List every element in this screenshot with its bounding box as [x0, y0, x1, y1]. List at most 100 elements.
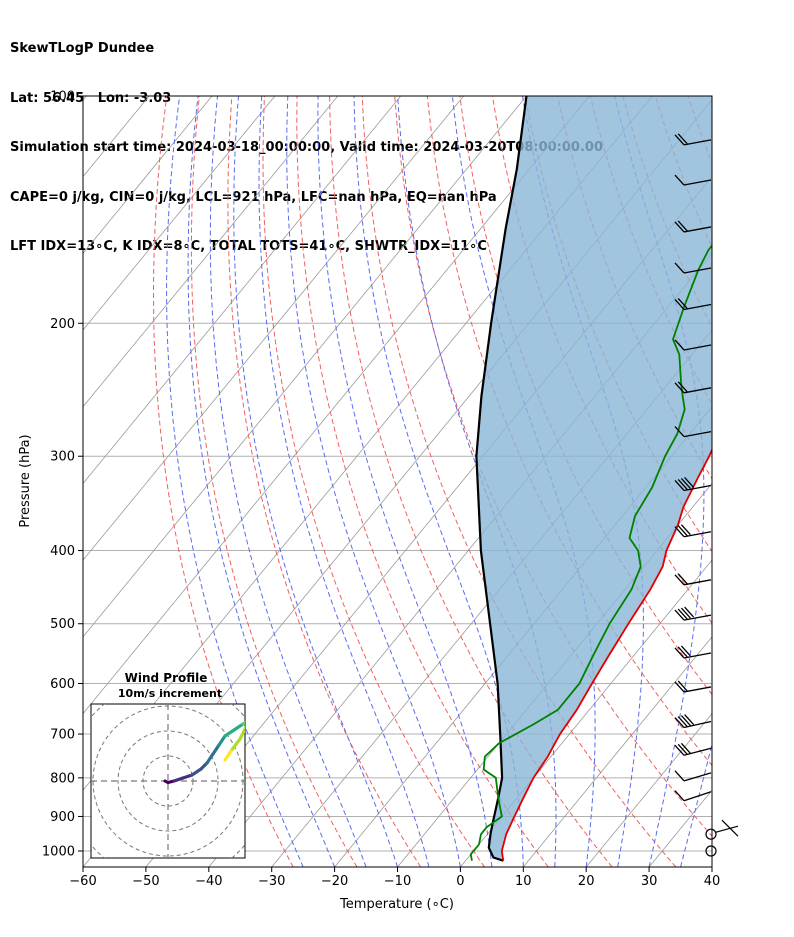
- wind-barb: [674, 262, 712, 274]
- wind-barb-flag: [684, 477, 695, 488]
- wind-barb: [674, 220, 712, 233]
- isotherm-gridline: [585, 712, 712, 867]
- hodograph-trace-segment: [223, 728, 236, 738]
- x-tick-label: 40: [704, 874, 721, 889]
- wind-barb-flag: [674, 480, 685, 491]
- hodograph-title: Wind Profile: [125, 671, 208, 685]
- wind-barb-flag: [674, 647, 685, 659]
- y-tick-label: 800: [50, 771, 75, 786]
- moist-adiabat: [187, 96, 336, 867]
- axes: −60 −50 −40 −30 −20 −10 0 10 20 30 40 1000 900 800 700…: [42, 90, 720, 890]
- wind-barb-flag: [674, 681, 685, 693]
- hodograph-trace-segment: [238, 725, 245, 741]
- dry-adiabat: [753, 96, 794, 867]
- dry-adiabat: [190, 96, 358, 867]
- x-axis-label: Temperature (∘C): [339, 897, 454, 912]
- isotherm-gridline: [775, 96, 794, 867]
- wind-barb: [674, 477, 712, 492]
- wind-barb-flag: [677, 716, 688, 727]
- dry-adiabat: [227, 96, 422, 867]
- wind-barb-flag: [674, 299, 685, 310]
- isotherm-gridline: [522, 636, 712, 867]
- wind-barb-shaft: [683, 179, 712, 186]
- wind-barb: [674, 606, 712, 621]
- moist-adiabat: [397, 96, 557, 867]
- hodograph-trace-segment: [205, 752, 215, 765]
- title-indices-2: LFT IDX=13∘C, K IDX=8∘C, TOTAL TOTS=41∘C…: [10, 239, 487, 254]
- wind-barb-shaft: [683, 430, 712, 438]
- y-tick-label: 200: [50, 317, 75, 332]
- y-axis-label: Pressure (hPa): [18, 434, 33, 527]
- title-location: Lat: 56.45 Lon: -3.03: [10, 90, 172, 106]
- dry-adiabat: [262, 96, 485, 867]
- y-tick-label: 900: [50, 810, 75, 825]
- wind-barb-shaft: [683, 772, 712, 782]
- wind-barb: [674, 298, 712, 311]
- wind-barb-flag: [677, 220, 688, 232]
- wind-barb: [674, 790, 712, 802]
- wind-barb-flag: [677, 525, 688, 537]
- isotherm-gridline: [83, 96, 590, 715]
- wind-barb: [674, 174, 712, 186]
- wind-barb-shaft: [683, 791, 712, 802]
- wind-barb: [674, 742, 712, 756]
- wind-barb-flag: [674, 609, 685, 621]
- wind-barb: [674, 645, 712, 659]
- hodograph: Wind Profile 10m/s increment: [90, 671, 246, 859]
- hodograph-trace-segment: [190, 767, 203, 777]
- dry-adiabat: [329, 96, 613, 867]
- wind-barb: [674, 573, 712, 586]
- x-tick-label: −40: [195, 874, 222, 889]
- wind-barb-shaft: [683, 303, 712, 311]
- chart-header: SkewTLogP Dundee Lat: 56.45 Lon: -3.03 S…: [10, 8, 603, 272]
- wind-barb: [674, 381, 712, 394]
- wind-barb-shaft: [683, 720, 712, 729]
- wind-barb-flag: [677, 133, 688, 145]
- calm-wind-circle: [705, 845, 717, 857]
- wind-barb: [674, 714, 712, 729]
- wind-barb-shaft: [683, 686, 712, 693]
- wind-barb-flag: [674, 717, 685, 728]
- wind-barb-flag: [674, 262, 685, 274]
- x-tick-label: 0: [456, 874, 464, 889]
- wind-barbs: [674, 133, 739, 857]
- hodograph-trace-segment: [244, 725, 245, 729]
- wind-barb-flag: [677, 743, 688, 755]
- moist-adiabat: [353, 96, 524, 867]
- wind-barb-flag: [721, 819, 731, 829]
- wind-barb-flag: [674, 339, 685, 351]
- wind-barb-flag: [674, 770, 685, 782]
- wind-barb-shaft: [683, 267, 712, 274]
- y-tick-label: 700: [50, 728, 75, 743]
- hodograph-trace-segment: [223, 749, 233, 762]
- cape-cin-shading: [476, 96, 712, 861]
- isotherm-gridline: [83, 96, 87, 101]
- y-tick-label: 400: [50, 544, 75, 559]
- wind-barb-shaft: [683, 226, 712, 233]
- isotherm-gridline: [83, 96, 402, 485]
- hodograph-trace-segment: [229, 737, 242, 753]
- wind-barb-shaft: [683, 139, 712, 146]
- hodograph-trace-segment: [241, 721, 245, 726]
- wind-barb-shaft: [683, 344, 712, 351]
- wind-barb-flag: [674, 790, 685, 802]
- wind-barb-flag: [677, 381, 688, 393]
- x-tick-label: −50: [132, 874, 159, 889]
- parcel-profile-line: [475, 96, 528, 862]
- wind-barb: [674, 680, 712, 693]
- wind-barb-shaft: [683, 579, 712, 586]
- wind-barb-flag: [677, 479, 688, 490]
- wind-barb: [705, 845, 717, 857]
- wind-barb-flag: [674, 744, 685, 756]
- wind-barb-shaft: [683, 484, 712, 492]
- wind-barb-shaft: [683, 652, 712, 659]
- wind-barb-flag: [677, 646, 688, 658]
- title-station: SkewTLogP Dundee: [10, 41, 155, 56]
- isotherm-gridline: [83, 96, 464, 561]
- wind-barb-flag: [684, 714, 695, 725]
- hodograph-trace-segment: [217, 734, 227, 747]
- wind-barb: [674, 339, 712, 351]
- wind-barb-flag: [680, 524, 691, 536]
- isotherm-gridline: [83, 96, 527, 638]
- wind-barb: [674, 133, 712, 146]
